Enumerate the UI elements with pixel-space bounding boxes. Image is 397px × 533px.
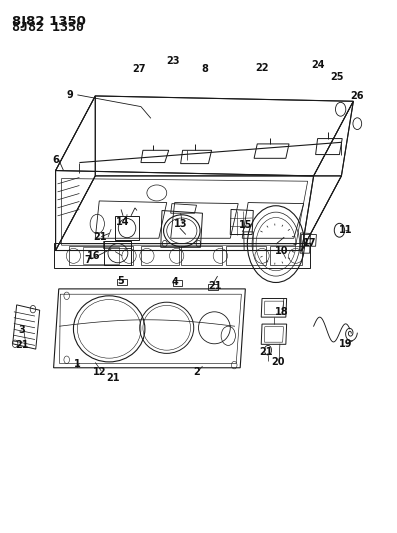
Text: 23: 23 xyxy=(166,56,179,66)
Text: 4: 4 xyxy=(171,278,178,287)
Text: 19: 19 xyxy=(339,339,352,349)
Text: 8: 8 xyxy=(201,64,208,74)
Text: 15: 15 xyxy=(239,220,252,230)
Text: 5: 5 xyxy=(118,277,125,286)
Text: 3: 3 xyxy=(18,326,25,335)
Text: 24: 24 xyxy=(311,60,324,70)
Text: 10: 10 xyxy=(275,246,289,255)
Text: 8J82 1350: 8J82 1350 xyxy=(12,21,84,34)
Text: 12: 12 xyxy=(93,367,106,377)
Text: 14: 14 xyxy=(116,217,130,227)
Text: 17: 17 xyxy=(303,238,316,247)
Text: 8J82 1350: 8J82 1350 xyxy=(12,15,86,28)
Text: 7: 7 xyxy=(84,255,91,265)
Text: 13: 13 xyxy=(174,219,187,229)
Text: 21: 21 xyxy=(93,232,107,241)
Text: 9: 9 xyxy=(66,90,73,100)
Text: 21: 21 xyxy=(208,281,222,291)
Text: 27: 27 xyxy=(132,64,146,74)
Text: 2: 2 xyxy=(193,367,200,377)
Text: 21: 21 xyxy=(15,340,29,350)
Text: 21: 21 xyxy=(259,347,273,357)
Text: 22: 22 xyxy=(255,63,269,72)
Text: 6: 6 xyxy=(52,155,59,165)
Text: 18: 18 xyxy=(275,307,289,317)
Text: 20: 20 xyxy=(271,358,285,367)
Text: 16: 16 xyxy=(87,251,101,261)
Text: 1: 1 xyxy=(74,359,81,368)
Text: 26: 26 xyxy=(351,91,364,101)
Text: 25: 25 xyxy=(330,72,343,82)
Text: 11: 11 xyxy=(339,225,352,235)
Text: 21: 21 xyxy=(106,374,120,383)
